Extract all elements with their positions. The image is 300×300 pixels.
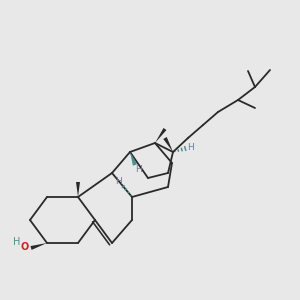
Polygon shape (163, 137, 173, 152)
Text: O: O (21, 242, 29, 252)
Polygon shape (76, 182, 80, 197)
Text: H: H (13, 237, 21, 247)
Text: H: H (135, 164, 141, 173)
Text: H: H (188, 142, 194, 152)
Polygon shape (130, 152, 137, 166)
Text: H: H (116, 178, 122, 187)
Polygon shape (30, 243, 47, 250)
Polygon shape (155, 128, 166, 143)
